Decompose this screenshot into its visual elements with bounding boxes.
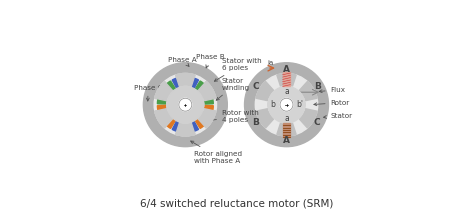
Wedge shape (176, 122, 195, 136)
Wedge shape (155, 109, 173, 128)
Bar (283, 72, 291, 86)
Text: Flux: Flux (319, 87, 346, 93)
Text: B: B (252, 118, 259, 127)
Text: a: a (284, 87, 289, 96)
Text: Rotor: Rotor (314, 100, 350, 106)
Wedge shape (167, 99, 168, 111)
Wedge shape (280, 122, 293, 123)
Wedge shape (304, 99, 305, 111)
Text: Stator
winding: Stator winding (216, 78, 250, 100)
Text: B: B (314, 82, 321, 91)
Wedge shape (176, 123, 195, 136)
Wedge shape (172, 116, 183, 132)
Circle shape (255, 73, 318, 136)
Text: Phase B: Phase B (196, 54, 225, 68)
Wedge shape (188, 116, 199, 132)
Wedge shape (277, 73, 296, 86)
Bar (283, 123, 291, 137)
Wedge shape (176, 73, 195, 87)
Text: a: a (284, 114, 289, 123)
Wedge shape (157, 95, 173, 104)
Text: 6/4 switched reluctance motor (SRM): 6/4 switched reluctance motor (SRM) (140, 198, 334, 208)
Wedge shape (198, 109, 216, 128)
Wedge shape (198, 82, 216, 101)
Wedge shape (192, 81, 207, 96)
Wedge shape (176, 73, 195, 86)
Wedge shape (198, 82, 216, 101)
Wedge shape (164, 81, 179, 96)
Wedge shape (202, 99, 204, 111)
Wedge shape (157, 105, 173, 114)
Wedge shape (155, 82, 173, 101)
Wedge shape (172, 77, 183, 93)
Wedge shape (280, 86, 293, 87)
Text: C: C (253, 82, 259, 91)
Wedge shape (188, 77, 199, 93)
Wedge shape (179, 122, 191, 123)
Wedge shape (277, 123, 296, 136)
Text: A: A (283, 65, 290, 74)
Text: Stator: Stator (324, 113, 353, 119)
Text: C: C (314, 118, 320, 127)
Wedge shape (300, 82, 317, 101)
Wedge shape (164, 113, 179, 128)
Wedge shape (300, 109, 317, 128)
Wedge shape (179, 86, 191, 87)
Text: Rotor aligned
with Phase A: Rotor aligned with Phase A (191, 141, 242, 164)
Circle shape (280, 98, 293, 111)
Text: Phase A: Phase A (168, 57, 197, 66)
Text: b: b (271, 100, 275, 109)
Circle shape (167, 86, 204, 123)
Wedge shape (198, 109, 216, 128)
Text: ia: ia (267, 60, 273, 66)
Text: Rotor with
4 poles: Rotor with 4 poles (202, 110, 259, 123)
Circle shape (154, 73, 217, 136)
Wedge shape (256, 109, 273, 128)
Wedge shape (155, 82, 173, 101)
Wedge shape (198, 105, 213, 114)
Circle shape (268, 86, 305, 123)
Text: b': b' (296, 100, 303, 109)
Text: Phase C: Phase C (134, 85, 163, 101)
Wedge shape (198, 95, 213, 104)
Wedge shape (155, 109, 173, 128)
Text: Stator with
6 poles: Stator with 6 poles (214, 58, 262, 81)
Wedge shape (268, 99, 269, 111)
Circle shape (245, 63, 328, 147)
Wedge shape (192, 113, 207, 128)
Circle shape (143, 63, 228, 147)
Wedge shape (256, 82, 273, 101)
Text: A: A (283, 136, 290, 145)
Circle shape (179, 98, 192, 111)
